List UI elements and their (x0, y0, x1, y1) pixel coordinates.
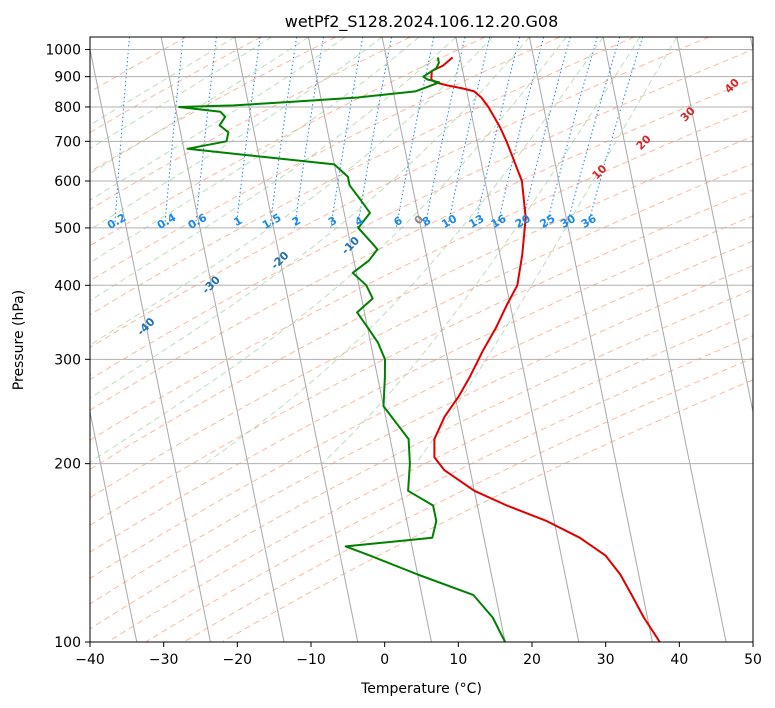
isotherm-line (602, 37, 727, 642)
y-tick-label: 1000 (45, 43, 81, 59)
series-lines (178, 56, 661, 642)
dry-adiabat-line (90, 49, 753, 381)
x-tick-label: −10 (296, 652, 326, 668)
mixing-ratio-line (586, 37, 644, 229)
moist-adiabat-line (90, 37, 236, 126)
mixing-ratio-line (294, 37, 324, 228)
y-axis-title: Pressure (hPa) (11, 290, 27, 390)
mixing-ratio-line (565, 37, 621, 229)
dry-adiabat-line (90, 37, 710, 349)
x-tick-label: 30 (597, 652, 615, 668)
y-tick-label: 200 (54, 457, 81, 473)
mixing-ratio-line (235, 37, 261, 228)
y-tick-label: 400 (54, 278, 81, 294)
x-tick-label: 0 (380, 652, 389, 668)
y-tick-label: 600 (54, 174, 81, 190)
x-tick-label: −30 (149, 652, 179, 668)
mixing-ratio-line (395, 37, 435, 228)
isotherm-line (160, 37, 285, 642)
moist-adiabat-line (90, 37, 383, 231)
isotherm-line (90, 47, 211, 642)
x-axis-title: Temperature (°C) (360, 681, 482, 697)
dry-adiabat-line (90, 215, 753, 553)
dewpoint-series-line (178, 57, 506, 642)
mixing-ratio-line (164, 37, 184, 228)
x-tick-label: 20 (523, 652, 541, 668)
moist-adiabat-line (90, 37, 309, 175)
chart-title: wetPf2_S128.2024.106.12.20.G08 (285, 12, 559, 32)
x-tick-label: 50 (744, 652, 762, 668)
isopleth-labels: -100-90-80-70-60-50-40-30-20-1000.10.20.… (90, 76, 742, 391)
dry-adiabat-line (221, 379, 753, 642)
isotherm-line (528, 37, 653, 642)
moist-adiabat-line (90, 37, 272, 150)
isotherm-line (307, 37, 432, 642)
dry-adiabat-line (90, 37, 561, 282)
moist-adiabat-line (90, 37, 457, 302)
isotherm-line (234, 37, 359, 642)
mixing-ratio-line (520, 37, 571, 229)
isotherm-line (90, 409, 138, 642)
x-tick-label: −40 (75, 652, 105, 668)
y-axis: 100 200 300 400 500 600 700 800 900 1000 (45, 43, 90, 651)
y-tick-label: 300 (54, 352, 81, 368)
moist-adiabat-line (90, 37, 567, 464)
moist-adiabat-line (90, 37, 493, 346)
y-tick-label: 100 (54, 635, 81, 651)
dry-adiabat-line (90, 37, 336, 173)
background-lines (90, 37, 753, 642)
mixing-ratio-line (545, 37, 598, 229)
temperature-series-line (430, 56, 661, 642)
dry-adiabat-line (90, 135, 753, 471)
mixing-ratio-line (424, 37, 466, 228)
plot-frame (89, 36, 754, 643)
moist-adiabat-line (415, 37, 678, 464)
mixing-ratio-line (269, 37, 298, 228)
y-tick-label: 700 (54, 134, 81, 150)
moist-adiabat-line (204, 37, 604, 465)
dry-adiabat-line (90, 288, 753, 630)
dry-adiabat-line (90, 37, 635, 316)
dry-adiabat-line (183, 357, 753, 642)
moist-adiabat-line (90, 37, 346, 201)
dry-adiabat-line (90, 189, 753, 526)
x-axis: −40 −30 −20 −10 0 10 20 30 40 50 (75, 642, 762, 668)
dry-adiabat-line (90, 37, 187, 93)
x-tick-label: −20 (223, 652, 253, 668)
y-tick-label: 900 (54, 70, 81, 86)
moist-adiabat-line (90, 37, 530, 399)
isotherm-line (455, 37, 580, 642)
mixing-ratio-line (474, 37, 521, 229)
mixing-ratio-line (496, 37, 545, 229)
mixing-ratio-line (194, 37, 217, 228)
y-tick-label: 800 (54, 100, 81, 116)
isotherm-line (676, 37, 753, 415)
dry-adiabat-line (90, 37, 486, 247)
x-tick-label: 40 (670, 652, 688, 668)
moist-adiabat-line (321, 37, 641, 465)
y-tick-label: 500 (54, 221, 81, 237)
x-tick-label: 10 (449, 652, 467, 668)
isotherm-line (381, 37, 506, 642)
dry-adiabat-line (90, 78, 753, 411)
